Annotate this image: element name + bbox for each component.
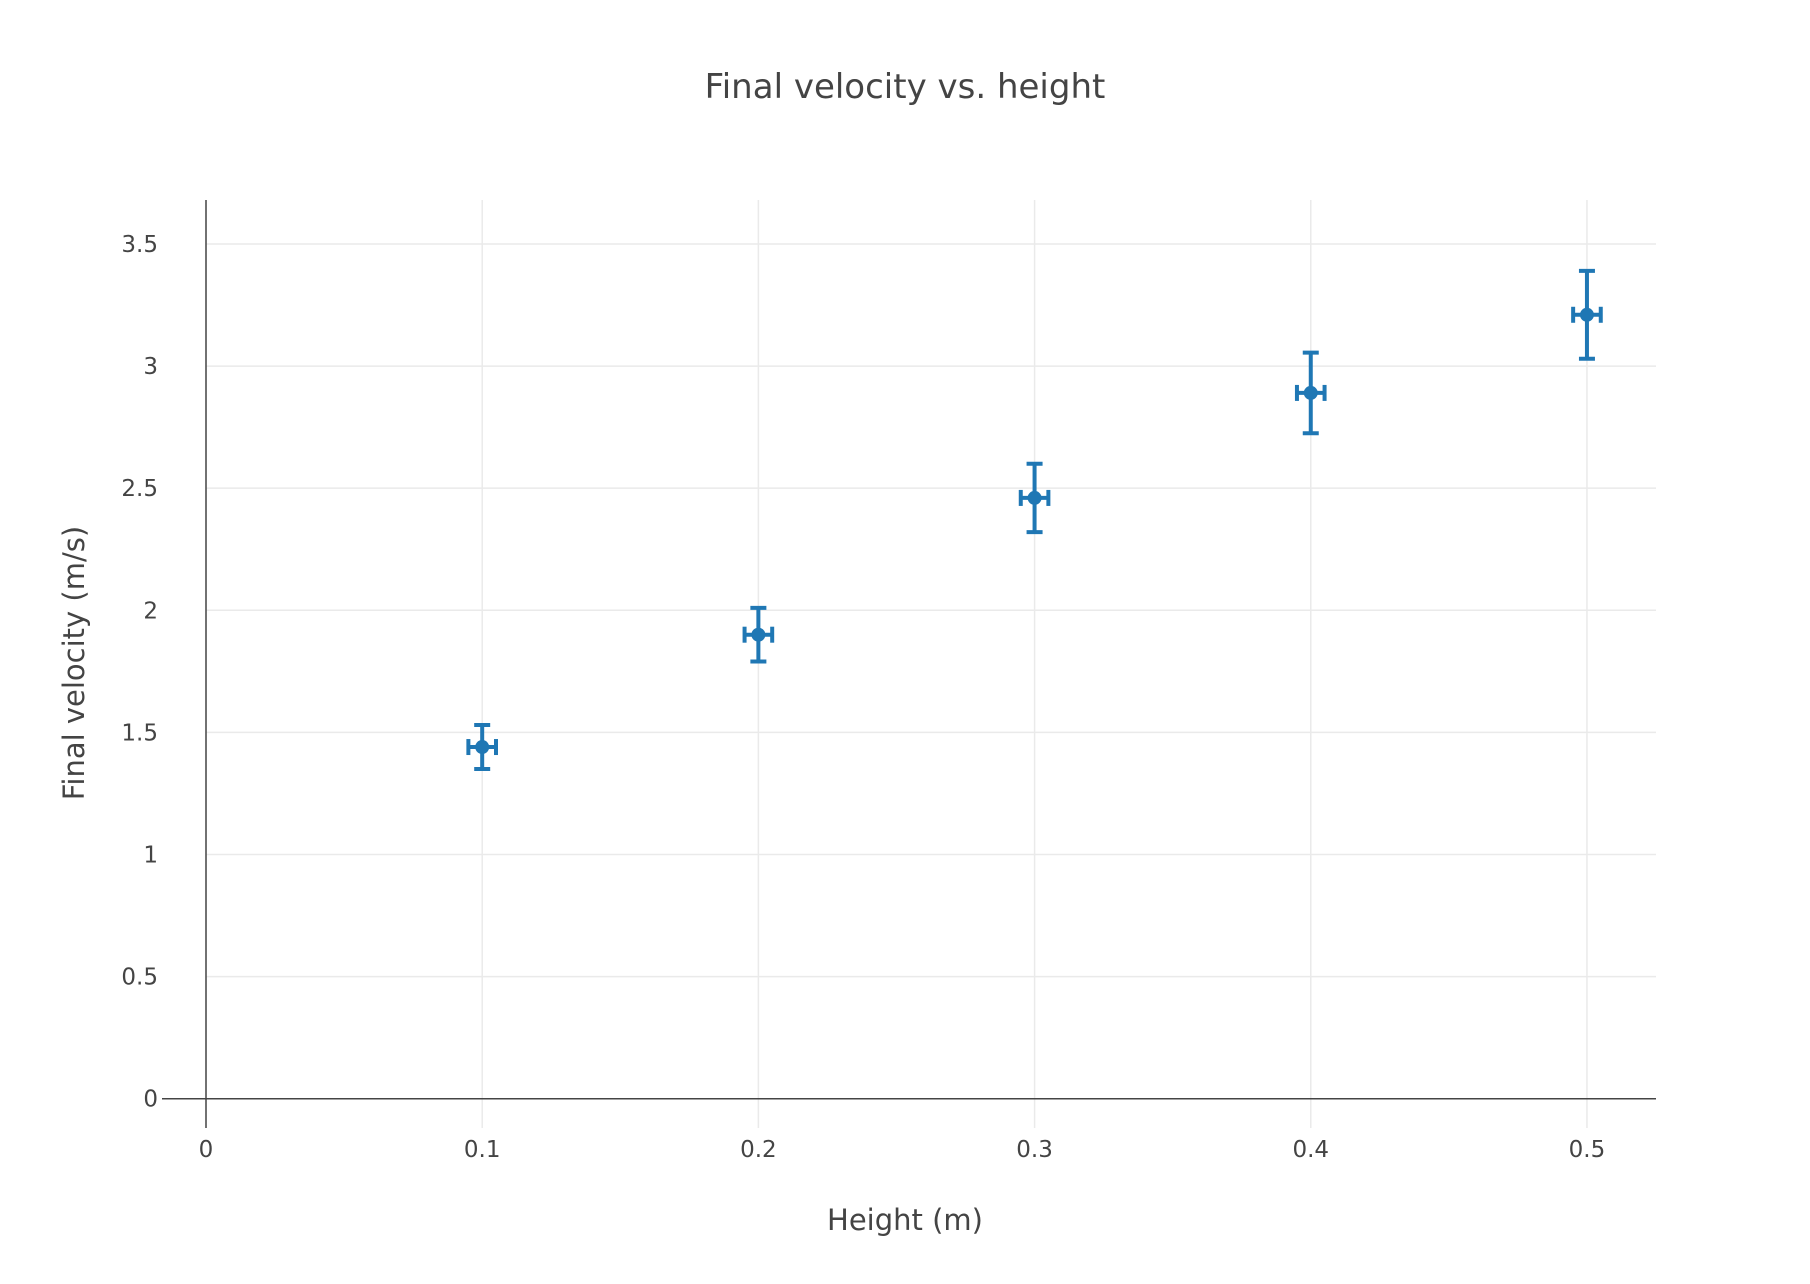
data-marker — [1027, 490, 1042, 505]
data-marker — [751, 627, 766, 642]
chart-title: Final velocity vs. height — [705, 67, 1106, 107]
y-tick-label: 3.5 — [121, 232, 158, 258]
y-tick-label: 0.5 — [121, 965, 158, 991]
data-points — [466, 268, 1603, 772]
y-tick-label: 0 — [143, 1087, 158, 1113]
data-point — [742, 605, 775, 664]
y-tick-label: 1 — [143, 842, 158, 868]
data-point — [466, 723, 498, 772]
data-point — [1294, 350, 1327, 436]
y-axis-label: Final velocity (m/s) — [57, 526, 91, 800]
y-tick-label: 1.5 — [121, 720, 158, 746]
x-tick-label: 0.4 — [1292, 1137, 1329, 1163]
x-axis-label: Height (m) — [827, 1203, 983, 1237]
x-tick-label: 0.5 — [1569, 1137, 1606, 1163]
data-marker — [1303, 385, 1318, 400]
y-tick-label: 3 — [143, 354, 158, 380]
tick-labels: 0 0.1 0.2 0.3 0.4 0.5 0 0.5 1 1.5 2 2.5 3 3.5 — [121, 232, 1605, 1163]
axes — [162, 200, 1656, 1128]
y-tick-label: 2.5 — [121, 476, 158, 502]
data-point — [1571, 268, 1603, 361]
y-tick-label: 2 — [143, 598, 158, 624]
x-tick-label: 0 — [199, 1137, 214, 1163]
data-marker — [1579, 307, 1594, 322]
data-marker — [475, 740, 490, 755]
x-tick-label: 0.3 — [1016, 1137, 1053, 1163]
x-tick-label: 0.2 — [740, 1137, 777, 1163]
grid — [206, 200, 1656, 1128]
x-tick-label: 0.1 — [464, 1137, 501, 1163]
data-point — [1018, 461, 1051, 535]
